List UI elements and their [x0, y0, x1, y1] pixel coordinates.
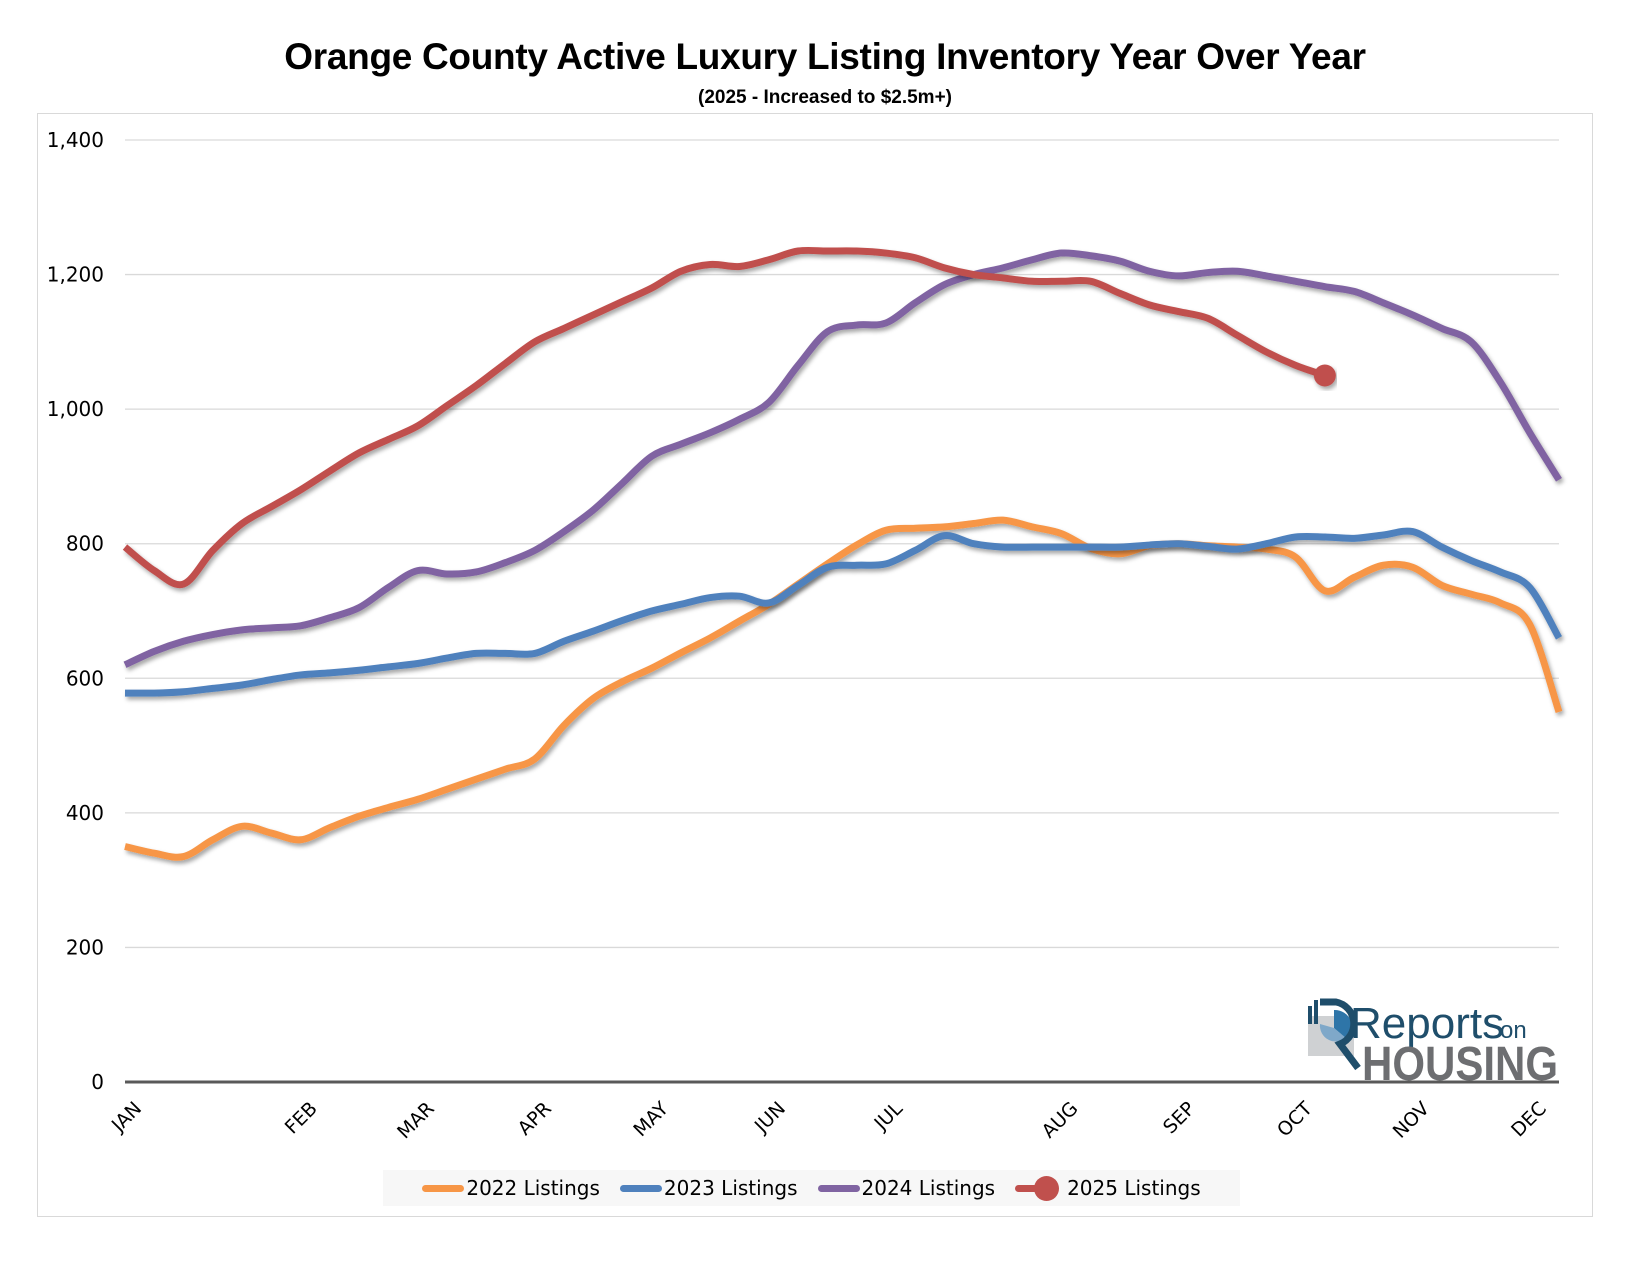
legend-item: 2024 Listings	[817, 1176, 996, 1200]
legend-item: 2025 Listings	[1015, 1175, 1201, 1201]
x-tick-label: NOV	[1389, 1098, 1434, 1143]
x-tick-label: JAN	[107, 1098, 146, 1137]
legend-item: 2023 Listings	[619, 1176, 798, 1200]
chart-subtitle: (2025 - Increased to $2.5m+)	[698, 87, 952, 108]
legend-label: 2023 Listings	[663, 1176, 798, 1200]
chart-title: Orange County Active Luxury Listing Inve…	[284, 36, 1366, 77]
x-tick-label: OCT	[1273, 1097, 1317, 1141]
logo-word-reports: Reports	[1350, 999, 1504, 1048]
x-tick-label: MAR	[393, 1098, 439, 1144]
series-line-2024-listings	[123, 249, 1562, 669]
y-tick-label: 600	[66, 666, 104, 690]
y-tick-label: 0	[91, 1070, 104, 1094]
x-tick-label: MAY	[629, 1097, 673, 1141]
legend-item: 2022 Listings	[422, 1176, 600, 1200]
x-tick-label: JUL	[869, 1097, 907, 1135]
gridlines	[125, 139, 1559, 1084]
legend-label: 2022 Listings	[466, 1176, 600, 1200]
chart-frame	[37, 113, 1593, 1217]
legend-swatch-icon	[817, 1184, 860, 1192]
x-tick-label: APR	[514, 1098, 556, 1140]
y-tick-label: 1,200	[47, 263, 104, 287]
logo-word-housing: HOUSING	[1362, 1038, 1558, 1082]
x-tick-label: DEC	[1507, 1098, 1551, 1142]
x-tick-label: SEP	[1159, 1098, 1200, 1139]
y-axis: 0 200 400 600 800 1,000 1,200 1,400	[47, 128, 104, 1094]
legend-marker-icon	[1034, 1175, 1060, 1201]
legend-label: 2024 Listings	[861, 1176, 996, 1200]
series-lines	[122, 246, 1563, 861]
y-tick-label: 1,000	[47, 397, 104, 421]
logo-word-on: on	[1500, 1017, 1527, 1044]
series-end-marker-2025-listings	[1313, 364, 1336, 387]
y-tick-label: 200	[66, 935, 104, 959]
x-tick-label: AUG	[1038, 1098, 1083, 1143]
y-tick-label: 800	[66, 532, 104, 556]
y-tick-label: 1,400	[47, 128, 104, 152]
legend-swatch-icon	[1015, 1175, 1060, 1201]
legend-swatch-icon	[422, 1184, 465, 1192]
x-tick-label: JUN	[750, 1098, 790, 1138]
x-tick-label: FEB	[281, 1098, 322, 1139]
legend: 2022 Listings 2023 Listings 2024 Listings 2…	[383, 1170, 1240, 1206]
legend-label: 2025 Listings	[1067, 1176, 1201, 1200]
x-axis: JAN FEB MAR APR MAY JUN JUL AUG SEP OCT NOV DEC	[107, 1097, 1551, 1143]
series-line-2025-listings	[122, 246, 1327, 589]
reports-on-housing-logo: Reports on HOUSING	[1308, 994, 1560, 1091]
y-tick-label: 400	[66, 801, 104, 825]
legend-swatch-icon	[619, 1184, 662, 1192]
series-line-2022-listings	[124, 516, 1563, 861]
series-line-2023-listings	[124, 527, 1563, 697]
logo-mark-icon: Reports on HOUSING	[1308, 998, 1558, 1091]
